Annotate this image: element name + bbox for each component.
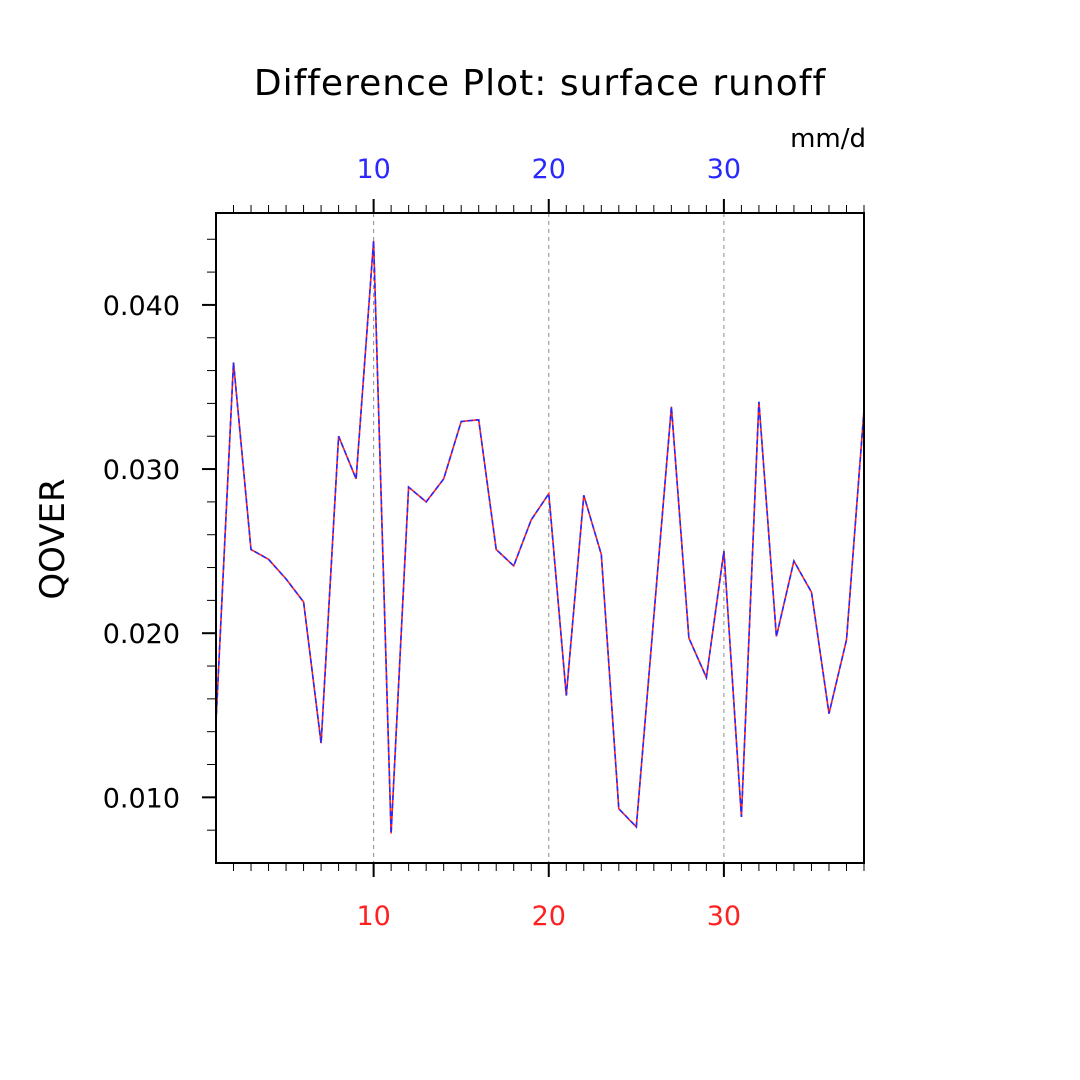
y-tick-label-0.010: 0.010 — [103, 783, 180, 814]
y-tick-label-0.020: 0.020 — [103, 619, 180, 650]
y-tick-label-0.040: 0.040 — [103, 291, 180, 322]
plot-frame — [215, 212, 865, 864]
series-line-1 — [215, 240, 865, 834]
x-tick-labels-bottom: 10 20 30 — [356, 901, 741, 932]
series-group — [215, 240, 865, 834]
x-tick-labels-top: 10 20 30 — [356, 154, 741, 185]
x-tick-label-bottom-30: 30 — [707, 901, 741, 932]
units-label: mm/d — [790, 124, 866, 154]
y-tick-label-0.030: 0.030 — [103, 455, 180, 486]
x-tick-label-bottom-20: 20 — [532, 901, 566, 932]
chart-title: Difference Plot: surface runoff — [254, 63, 827, 104]
grid-lines — [373, 213, 725, 863]
x-tick-label-bottom-10: 10 — [356, 901, 390, 932]
series-line-2 — [215, 240, 865, 834]
y-tick-labels: 0.010 0.020 0.030 0.040 — [103, 291, 180, 814]
x-tick-label-top-10: 10 — [356, 154, 390, 185]
y-axis-label: QOVER — [33, 478, 73, 599]
axis-ticks — [202, 199, 865, 877]
x-tick-label-top-20: 20 — [532, 154, 566, 185]
x-tick-label-top-30: 30 — [707, 154, 741, 185]
